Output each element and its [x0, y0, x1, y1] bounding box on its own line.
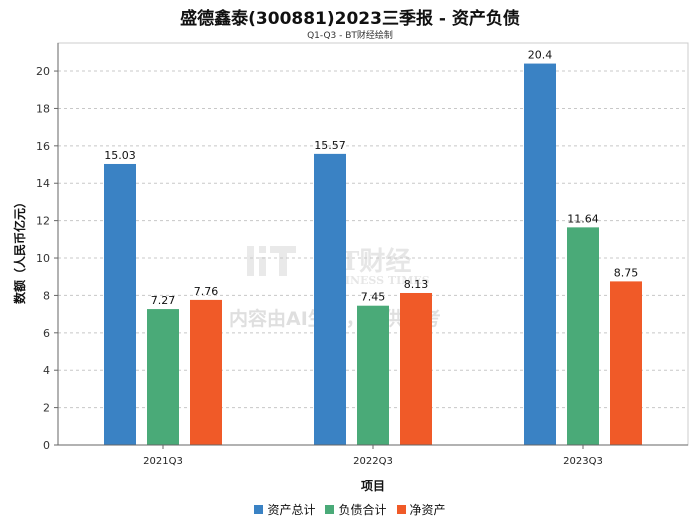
- bar-value-label: 15.57: [314, 139, 346, 152]
- bar-value-label: 15.03: [104, 149, 136, 162]
- bars: 15.03 7.27 7.76 15.57 7.45 8.13 20.4 11.64 8.75: [104, 49, 642, 446]
- y-tick-label: 4: [43, 364, 50, 377]
- bar: [610, 281, 642, 445]
- y-tick-label: 8: [43, 289, 50, 302]
- legend-label: 资产总计: [267, 503, 316, 517]
- legend-swatch: [396, 505, 406, 514]
- chart-subtitle: Q1-Q3 - BT财经绘制: [307, 31, 393, 41]
- x-axis-title: 项目: [361, 479, 385, 493]
- legend-label: 净资产: [409, 503, 446, 517]
- bar: [524, 63, 556, 445]
- bar-value-label: 8.13: [404, 278, 429, 291]
- bar-value-label: 7.27: [151, 294, 176, 307]
- chart-title: 盛德鑫泰(300881)2023三季报 - 资产负债: [180, 9, 520, 29]
- y-axis-title: 数额（人民币亿元）: [12, 196, 27, 304]
- x-tick-label: 2022Q3: [353, 456, 393, 467]
- y-tick-label: 14: [36, 177, 50, 190]
- y-tick-label: 18: [36, 102, 50, 115]
- bar-value-label: 11.64: [567, 212, 599, 225]
- y-axis-ticks: 0 2 4 6 8 10 12 14 16 18 20: [36, 65, 58, 452]
- x-tick-label: 2023Q3: [563, 456, 603, 467]
- bar: [357, 305, 389, 445]
- y-tick-label: 10: [36, 252, 50, 265]
- x-axis-labels: 2021Q3 2022Q3 2023Q3: [143, 445, 603, 467]
- legend-swatch: [254, 505, 264, 514]
- y-tick-label: 2: [43, 402, 50, 415]
- bar: [190, 299, 222, 445]
- legend: 资产总计 负债合计 净资产: [0, 501, 700, 518]
- watermark-logo-icon: [247, 246, 296, 276]
- legend-item: 负债合计: [325, 501, 387, 518]
- legend-label: 负债合计: [338, 503, 387, 517]
- bar: [314, 153, 346, 446]
- x-tick-label: 2021Q3: [143, 456, 183, 467]
- y-tick-label: 0: [43, 439, 50, 452]
- y-tick-label: 20: [36, 65, 50, 78]
- bar-value-label: 7.45: [361, 291, 386, 304]
- legend-swatch: [325, 505, 335, 514]
- y-tick-label: 16: [36, 140, 50, 153]
- bar-value-label: 7.76: [194, 285, 219, 298]
- bar: [567, 227, 599, 445]
- legend-item: 净资产: [396, 501, 446, 518]
- bar: [400, 292, 432, 445]
- bar: [104, 163, 136, 446]
- y-tick-label: 12: [36, 215, 50, 228]
- y-tick-label: 6: [43, 327, 50, 340]
- legend-item: 资产总计: [254, 501, 315, 518]
- bar-value-label: 20.4: [528, 49, 553, 62]
- bar-value-label: 8.75: [614, 266, 639, 279]
- bar: [147, 309, 179, 445]
